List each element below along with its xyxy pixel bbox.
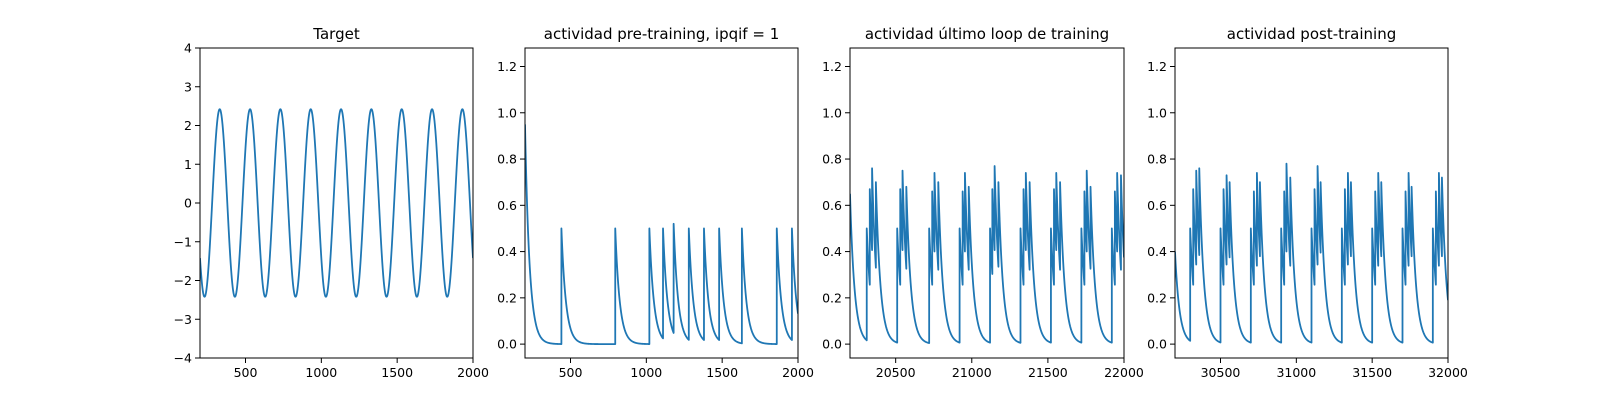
y-tick-label: 0.4 <box>497 244 517 259</box>
series-line-1 <box>850 165 1124 344</box>
x-tick-label: 1000 <box>630 365 662 380</box>
y-tick-label: 3 <box>184 79 192 94</box>
y-tick-label: 1.2 <box>1147 59 1167 74</box>
y-tick-label: 0.2 <box>497 290 517 305</box>
x-tick-label: 1500 <box>381 365 413 380</box>
y-tick-label: −4 <box>174 351 192 366</box>
series-line-1 <box>1175 162 1448 344</box>
y-tick-label: 0.8 <box>822 152 842 167</box>
x-tick-label: 21500 <box>1028 365 1068 380</box>
chart-panel-1: Target 500 1000 1500 2000 −4 −3 −2 −1 0 1 2 3 4 <box>174 25 489 380</box>
x-tick-label: 500 <box>559 365 583 380</box>
y-tick-label: 1.2 <box>497 59 517 74</box>
y-tick-label: 1.0 <box>1147 105 1167 120</box>
chart-panel-4: actividad post-training 30500 31000 31500 32… <box>1147 25 1468 380</box>
x-tick-label: 20500 <box>876 365 916 380</box>
y-tick-label: 0.2 <box>1147 290 1167 305</box>
x-tick-label: 31000 <box>1276 365 1316 380</box>
y-tick-label: −1 <box>174 234 192 249</box>
y-tick-label: 0.0 <box>1147 337 1167 352</box>
y-tick-label: 2 <box>184 118 192 133</box>
x-tick-label: 1500 <box>706 365 738 380</box>
plot-frame <box>1174 47 1449 359</box>
y-tick-label: 0.4 <box>1147 244 1167 259</box>
chart-title: actividad post-training <box>1227 25 1396 43</box>
chart-panel-2: actividad pre-training, ipqif = 1 500 1000… <box>497 25 814 380</box>
series-line-1 <box>200 108 473 298</box>
y-tick-label: 1.0 <box>822 105 842 120</box>
x-tick-label: 2000 <box>457 365 489 380</box>
x-tick-label: 30500 <box>1201 365 1241 380</box>
y-tick-label: 0.0 <box>497 337 517 352</box>
y-tick-label: 1.2 <box>822 59 842 74</box>
chart-panel-3: actividad último loop de training 20500 21… <box>822 25 1144 380</box>
y-tick-label: 0.6 <box>1147 198 1167 213</box>
chart-title: actividad último loop de training <box>865 25 1109 43</box>
plot-frame <box>849 47 1125 359</box>
x-tick-label: 1000 <box>305 365 337 380</box>
y-tick-label: 0.4 <box>822 244 842 259</box>
x-tick-label: 500 <box>234 365 258 380</box>
y-tick-label: −3 <box>174 312 192 327</box>
chart-title: actividad pre-training, ipqif = 1 <box>544 25 780 43</box>
x-tick-label: 2000 <box>782 365 814 380</box>
y-tick-label: 0.0 <box>822 337 842 352</box>
x-tick-label: 32000 <box>1428 365 1468 380</box>
plot-frame <box>199 47 474 359</box>
y-tick-label: 0.6 <box>497 198 517 213</box>
y-tick-label: 0.2 <box>822 290 842 305</box>
chart-title: Target <box>312 25 360 43</box>
y-tick-label: 0.8 <box>1147 152 1167 167</box>
y-tick-label: 1 <box>184 157 192 172</box>
y-tick-label: 1.0 <box>497 105 517 120</box>
y-tick-label: 0.6 <box>822 198 842 213</box>
plot-frame <box>524 47 799 359</box>
y-tick-label: 0.8 <box>497 152 517 167</box>
series-line-1 <box>525 124 798 346</box>
x-tick-label: 31500 <box>1352 365 1392 380</box>
y-tick-label: −2 <box>174 273 192 288</box>
x-tick-label: 21000 <box>952 365 992 380</box>
y-tick-label: 0 <box>184 196 192 211</box>
y-tick-label: 4 <box>184 41 192 56</box>
x-tick-label: 22000 <box>1104 365 1144 380</box>
